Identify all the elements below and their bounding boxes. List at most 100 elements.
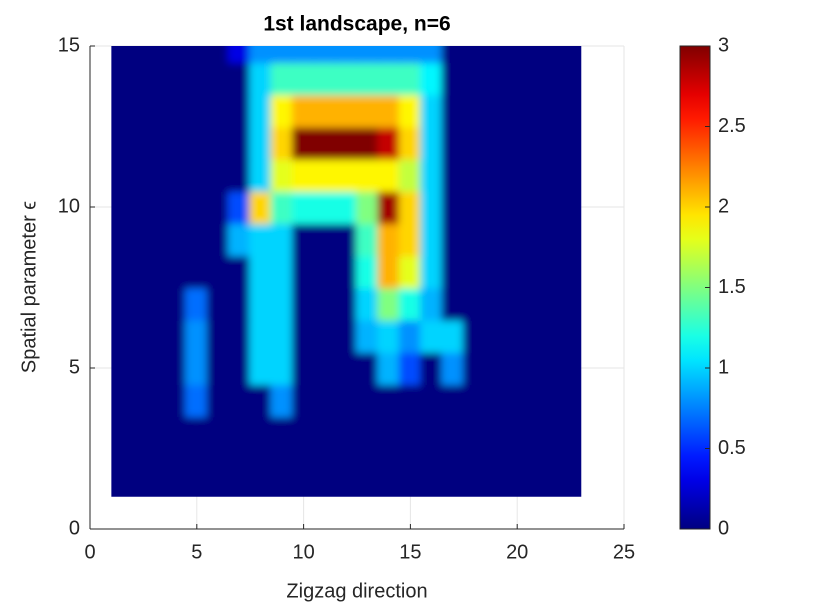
heat-cell <box>548 46 572 64</box>
heat-cell <box>163 318 188 353</box>
heat-cell <box>526 415 551 450</box>
heat-cell <box>420 93 444 128</box>
heat-cell <box>505 447 529 482</box>
heat-cell <box>142 254 166 289</box>
heat-cell <box>462 447 487 482</box>
y-tick-label: 10 <box>58 195 80 217</box>
heat-cell <box>526 383 551 418</box>
heat-cell <box>548 125 572 160</box>
heat-cell <box>313 157 337 192</box>
heat-cell <box>121 61 145 96</box>
heat-cell <box>227 222 252 257</box>
heat-cell <box>111 286 124 321</box>
heat-cell <box>185 46 209 64</box>
heat-cell <box>270 46 294 64</box>
colorbar-tick-label: 1.5 <box>718 276 746 298</box>
heat-cell <box>398 286 423 321</box>
heat-cell <box>569 93 582 128</box>
heat-cell <box>291 125 316 160</box>
heat-cell <box>334 254 358 289</box>
heat-cell <box>206 286 230 321</box>
heat-cell <box>356 286 380 321</box>
heat-cell <box>462 286 487 321</box>
heat-cell <box>142 383 166 418</box>
heat-cell <box>291 61 316 96</box>
heat-cell <box>249 254 273 289</box>
heat-cell <box>185 157 209 192</box>
heat-cell <box>484 318 508 353</box>
heat-cell <box>142 479 166 497</box>
heat-cell <box>377 286 401 321</box>
heat-cell <box>548 415 572 450</box>
heat-cell <box>111 93 124 128</box>
x-tick-label: 20 <box>506 541 528 563</box>
heat-cell <box>227 157 252 192</box>
heat-cell <box>505 415 529 450</box>
heat-cell <box>569 61 582 96</box>
heat-cell <box>420 157 444 192</box>
heat-cell <box>249 383 273 418</box>
heat-cell <box>313 93 337 128</box>
heat-cell <box>227 46 252 64</box>
heat-cell <box>111 479 124 497</box>
heat-cell <box>505 93 529 128</box>
heat-cell <box>441 479 465 497</box>
heat-cell <box>163 383 188 418</box>
heat-cell <box>398 93 423 128</box>
heat-cell <box>356 350 380 386</box>
heat-cell <box>313 189 337 225</box>
heat-cell <box>227 189 252 225</box>
heat-cell <box>142 157 166 192</box>
heat-cell <box>185 286 209 321</box>
heat-cell <box>377 46 401 64</box>
heat-cell <box>505 222 529 257</box>
heat-cell <box>270 61 294 96</box>
heat-cell <box>398 350 423 386</box>
heat-cell <box>206 383 230 418</box>
heat-cell <box>291 415 316 450</box>
heat-cell <box>227 254 252 289</box>
heat-cell <box>462 189 487 225</box>
heat-cell <box>111 254 124 289</box>
heat-cell <box>163 61 188 96</box>
heat-cell <box>569 415 582 450</box>
x-tick-label: 10 <box>292 541 314 563</box>
heat-cell <box>484 157 508 192</box>
heat-cell <box>163 286 188 321</box>
heat-cell <box>420 222 444 257</box>
heat-cell <box>377 189 401 225</box>
heat-cell <box>270 318 294 353</box>
colorbar-tick-label: 0 <box>718 517 729 539</box>
heat-cell <box>249 61 273 96</box>
heat-cell <box>227 383 252 418</box>
heat-cell <box>227 125 252 160</box>
heat-cell <box>484 479 508 497</box>
heat-cell <box>484 286 508 321</box>
heat-cell <box>526 93 551 128</box>
heat-cell <box>420 383 444 418</box>
heat-cell <box>313 383 337 418</box>
heat-cell <box>227 350 252 386</box>
heat-cell <box>206 350 230 386</box>
heat-cell <box>111 157 124 192</box>
heat-cell <box>569 479 582 497</box>
heat-cell <box>142 189 166 225</box>
heat-cell <box>206 222 230 257</box>
heat-cell <box>505 61 529 96</box>
heat-cell <box>356 222 380 257</box>
heat-cell <box>505 189 529 225</box>
heat-cell <box>356 189 380 225</box>
heat-cell <box>313 350 337 386</box>
heat-cell <box>249 350 273 386</box>
heat-cell <box>484 222 508 257</box>
heat-cell <box>420 479 444 497</box>
heat-cell <box>206 415 230 450</box>
heat-cell <box>441 286 465 321</box>
heat-cell <box>227 479 252 497</box>
heat-cell <box>334 189 358 225</box>
heat-cell <box>163 350 188 386</box>
heat-cell <box>526 61 551 96</box>
heat-cell <box>484 46 508 64</box>
heat-cell <box>526 350 551 386</box>
